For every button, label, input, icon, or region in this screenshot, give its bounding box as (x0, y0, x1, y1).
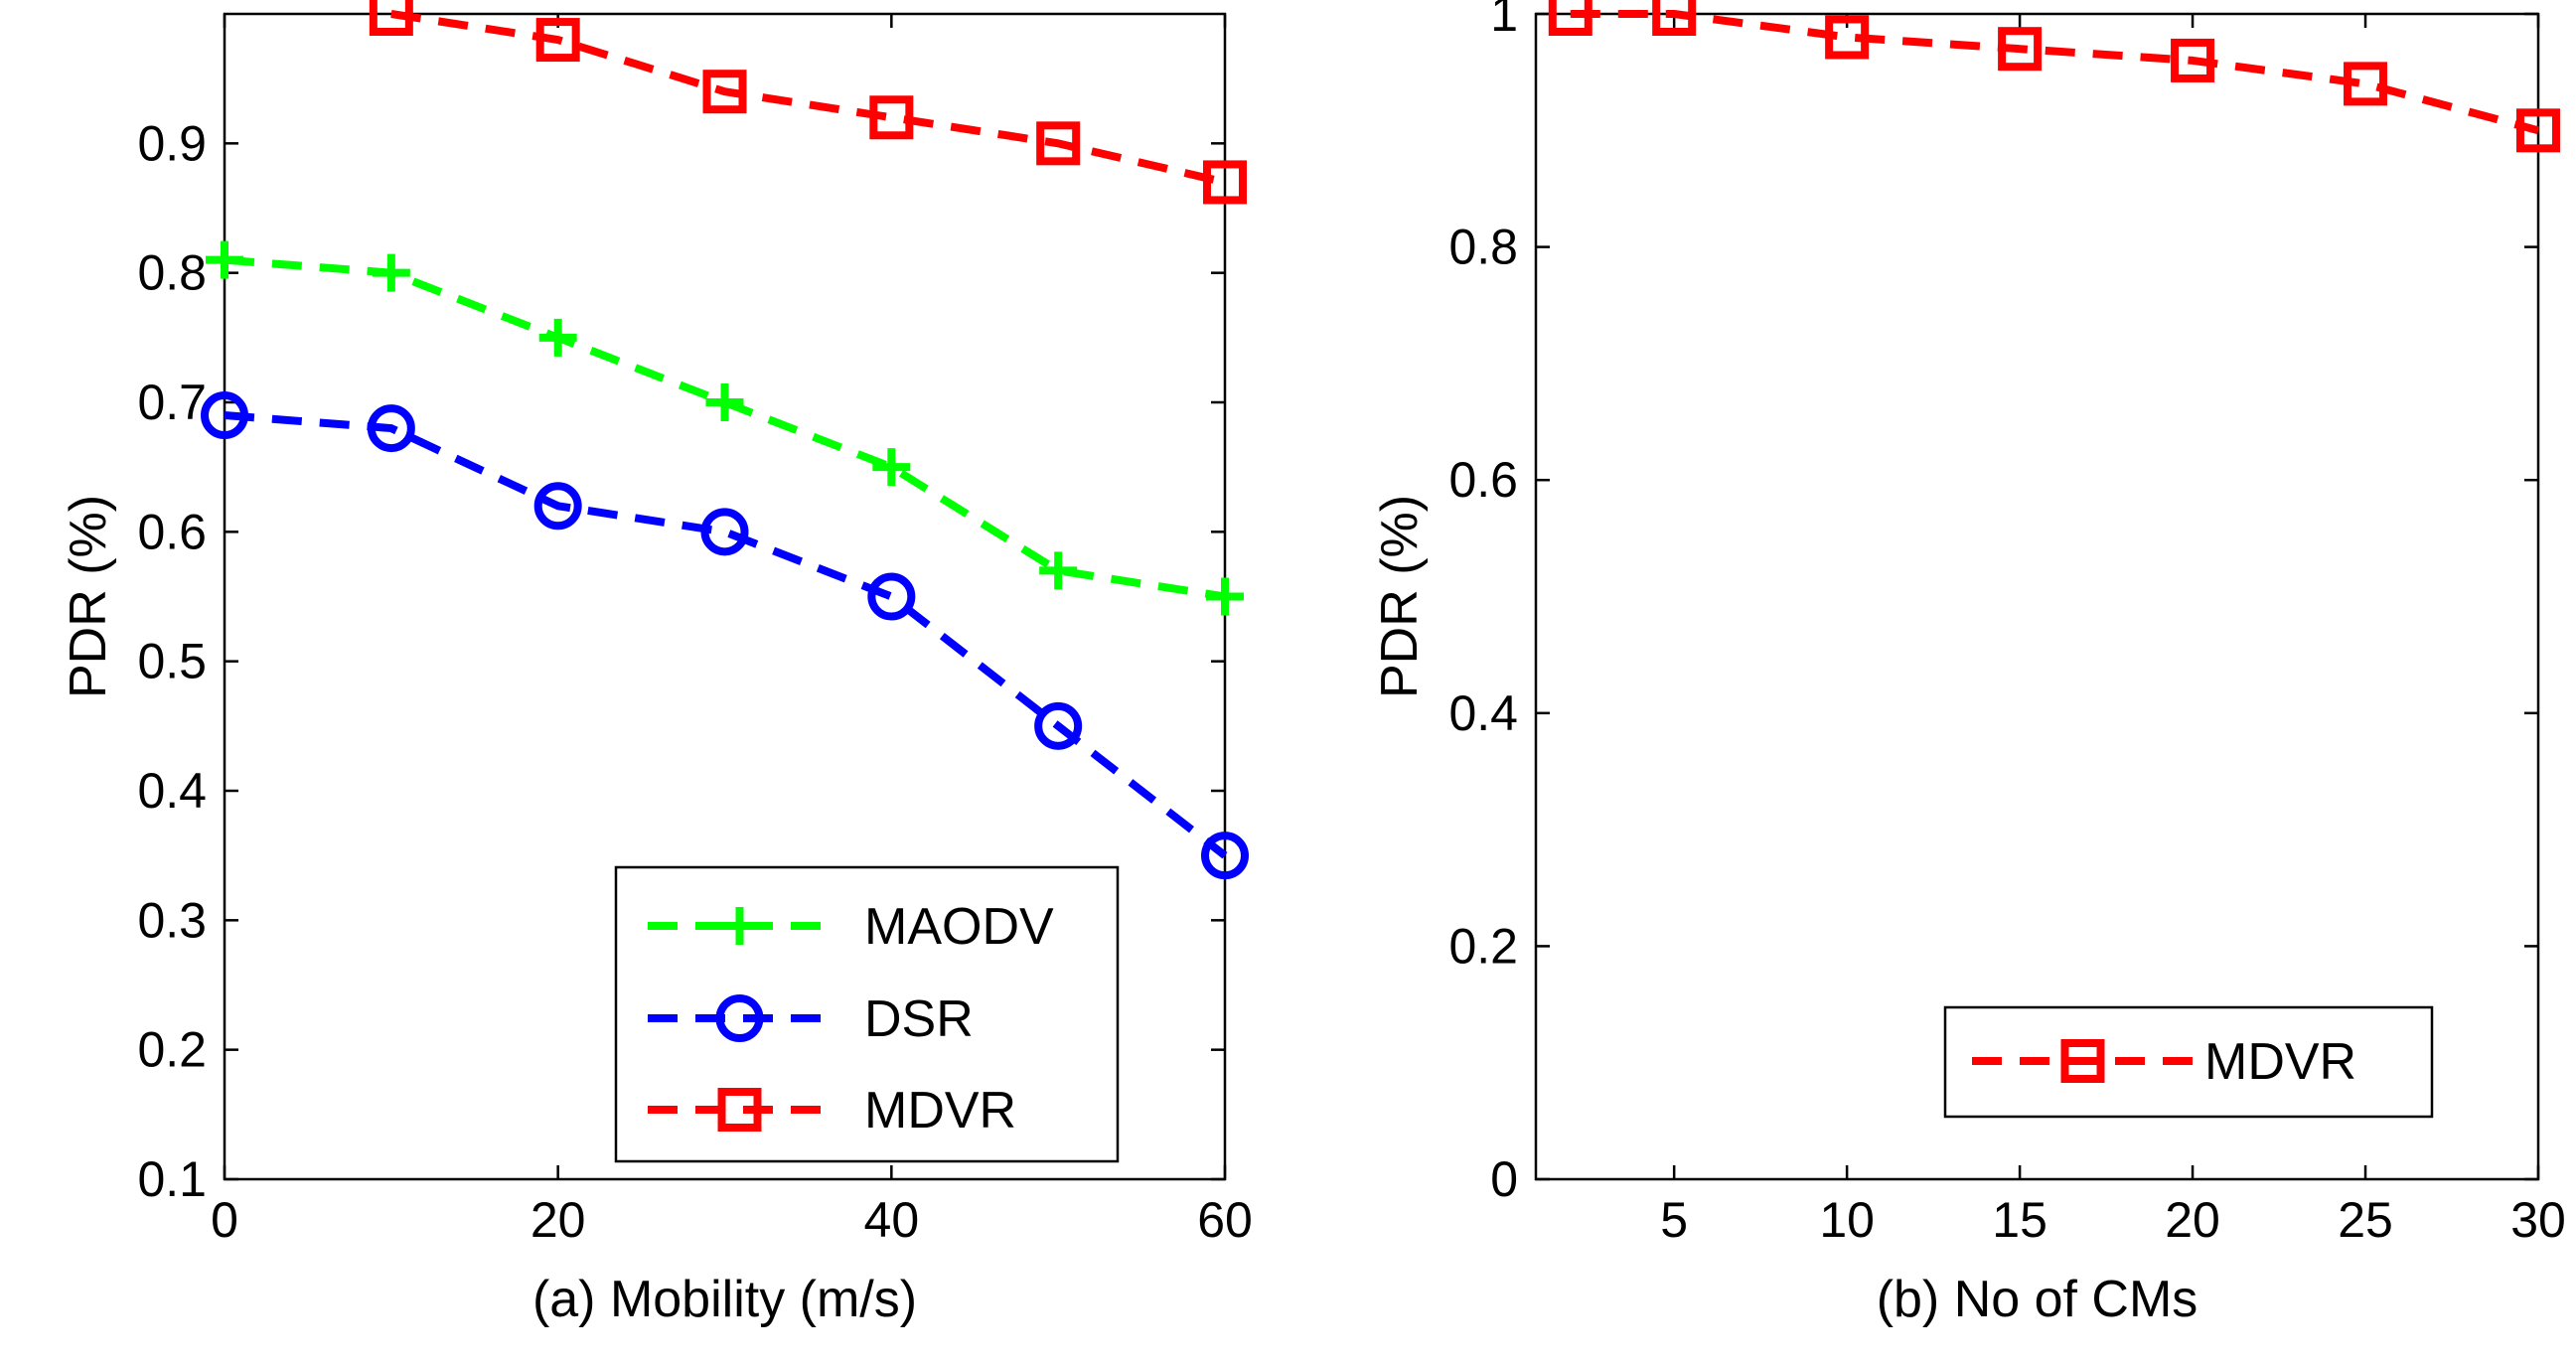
x-tick-label: 5 (1660, 1192, 1688, 1248)
legend: MAODV DSR MDVR (614, 865, 1120, 1163)
y-tick-label: 0.4 (137, 763, 207, 819)
y-tick-label: 0.8 (1448, 220, 1518, 275)
y-axis-label: PDR (%) (1371, 495, 1429, 698)
x-tick-label: 10 (1819, 1192, 1875, 1248)
data-point-maodv (1039, 551, 1078, 590)
data-point-mdvr (1036, 121, 1081, 166)
data-point-mdvr (2171, 38, 2215, 82)
data-point-maodv (372, 253, 410, 292)
data-point-dsr (201, 391, 248, 440)
data-point-mdvr (2516, 108, 2560, 153)
data-point-mdvr (1998, 27, 2043, 72)
data-point-dsr (1201, 832, 1249, 880)
y-tick-label: 1 (1490, 0, 1518, 42)
data-point-dsr (533, 482, 582, 531)
data-point-mdvr (1652, 0, 1697, 36)
data-point-mdvr (535, 18, 580, 63)
series-mdvr (1548, 0, 2560, 153)
data-point-mdvr (369, 0, 413, 36)
data-point-maodv (1206, 577, 1244, 616)
x-tick-label: 20 (2165, 1192, 2220, 1248)
y-tick-label: 0 (1490, 1151, 1518, 1207)
data-point-dsr (1034, 701, 1083, 750)
data-point-mdvr (702, 70, 747, 114)
series-maodv (206, 240, 1244, 616)
legend-marker-mdvr (2060, 1039, 2105, 1083)
data-point-maodv (538, 318, 577, 357)
data-point-maodv (705, 383, 744, 421)
data-point-dsr (867, 572, 916, 621)
x-tick-label: 60 (1197, 1192, 1253, 1248)
series-line-dsr (224, 411, 1228, 859)
y-tick-label: 0.3 (137, 892, 207, 948)
y-axis-label: PDR (%) (60, 495, 117, 698)
series-line-mdvr (1570, 10, 2540, 135)
y-tick-label: 0.1 (137, 1151, 207, 1207)
y-tick-label: 0.5 (137, 634, 207, 689)
x-tick-label: 40 (864, 1192, 920, 1248)
legend-label: MAODV (864, 898, 1054, 956)
y-tick-label: 0.6 (1448, 452, 1518, 508)
x-tick-label: 0 (211, 1192, 238, 1248)
data-point-mdvr (1825, 15, 1870, 60)
y-tick-label: 0.7 (137, 375, 207, 430)
data-point-mdvr (869, 95, 914, 140)
x-axis-label: (b) No of CMs (1877, 1271, 2198, 1328)
chart-a: 0 20 40 60 0.1 0.2 0.3 0.4 0.5 0.6 0.7 0.8 0.9 (a) Mo… (60, 0, 1253, 1328)
series-mdvr (369, 0, 1247, 205)
plot-area-frame (1534, 12, 2540, 1181)
data-point-maodv (872, 448, 911, 487)
series-dsr (201, 391, 1249, 880)
y-tick-label: 0.2 (137, 1022, 207, 1078)
y-tick-label: 0.6 (137, 504, 207, 559)
legend-label: MDVR (2204, 1033, 2356, 1091)
legend-label: DSR (864, 990, 974, 1048)
y-tick-label: 0.9 (137, 115, 207, 171)
data-point-mdvr (1203, 160, 1247, 205)
legend: MDVR (1943, 1005, 2434, 1119)
y-tick-label: 0.2 (1448, 918, 1518, 974)
data-point-maodv (206, 240, 243, 279)
data-point-mdvr (1548, 0, 1592, 36)
x-tick-label: 15 (1992, 1192, 2047, 1248)
legend-label: MDVR (864, 1082, 1016, 1139)
x-tick-label: 20 (530, 1192, 586, 1248)
data-point-dsr (367, 404, 415, 453)
data-point-dsr (700, 508, 749, 556)
chart-b: 5 10 15 20 25 30 0 0.2 0.4 0.6 0.8 1 (b) No of CMs PD… (1371, 0, 2566, 1328)
legend-marker-maodv (720, 907, 759, 945)
x-tick-label: 25 (2338, 1192, 2393, 1248)
x-tick-label: 30 (2510, 1192, 2566, 1248)
y-tick-label: 0.8 (137, 245, 207, 301)
data-point-mdvr (2344, 62, 2388, 106)
legend-marker-dsr (715, 994, 764, 1042)
x-axis-label: (a) Mobility (m/s) (532, 1271, 917, 1328)
legend-marker-mdvr (717, 1088, 762, 1132)
y-tick-label: 0.4 (1448, 685, 1518, 741)
